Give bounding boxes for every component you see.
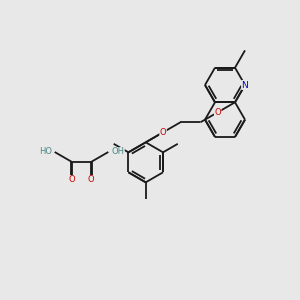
Text: O: O [88,176,94,184]
Text: O: O [214,108,221,117]
Text: HO: HO [39,148,52,157]
Text: O: O [69,176,75,184]
Text: OH: OH [111,148,124,157]
Text: O: O [160,128,167,137]
Text: N: N [242,80,248,89]
